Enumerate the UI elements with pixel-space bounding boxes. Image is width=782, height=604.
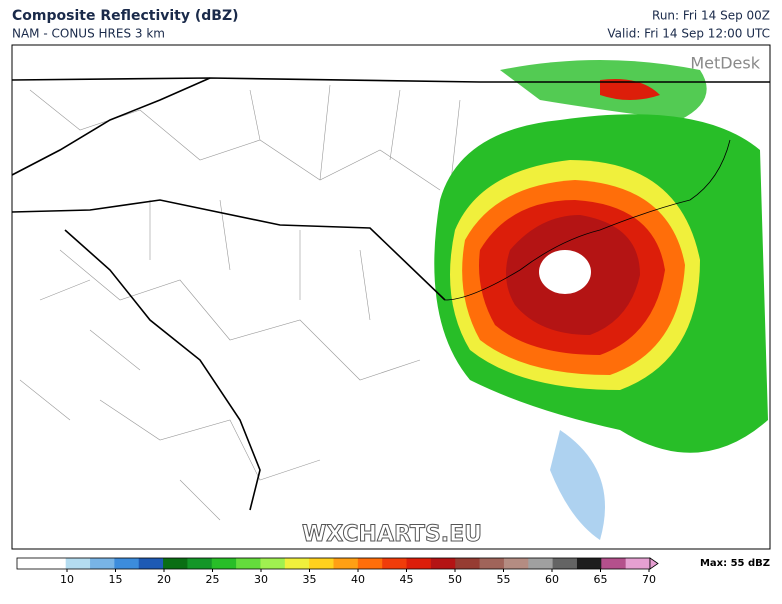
colorbar-arrow xyxy=(649,557,659,570)
colorbar-segment xyxy=(138,558,164,569)
colorbar-tick-label: 40 xyxy=(351,573,365,586)
colorbar-segment xyxy=(552,558,578,569)
colorbar: 10 15 20 25 30 35 40 45 50 55 60 65 70 xyxy=(16,557,659,586)
coastline xyxy=(444,139,731,301)
colorbar-tick-label: 55 xyxy=(497,573,511,586)
colorbar-segment xyxy=(576,558,602,569)
colorbar-tick-label: 70 xyxy=(642,573,656,586)
run-time: Run: Fri 14 Sep 00Z xyxy=(652,9,770,23)
valid-time: Valid: Fri 14 Sep 12:00 UTC xyxy=(607,27,770,41)
storm xyxy=(434,60,768,540)
colorbar-segment xyxy=(333,558,359,569)
colorbar-tick-label: 60 xyxy=(545,573,559,586)
county-lines xyxy=(19,84,461,521)
colorbar-tick-label: 50 xyxy=(448,573,462,586)
colorbar-tick-label: 10 xyxy=(60,573,74,586)
brand-logo: MetDesk xyxy=(690,54,760,73)
colorbar-segment xyxy=(601,558,627,569)
colorbar-segment xyxy=(382,558,408,569)
colorbar-segment xyxy=(455,558,481,569)
colorbar-segment xyxy=(41,558,67,569)
colorbar-segment xyxy=(625,558,651,569)
colorbar-segment xyxy=(479,558,505,569)
colorbar-segment xyxy=(406,558,432,569)
colorbar-segment xyxy=(260,558,286,569)
colorbar-tick-label: 15 xyxy=(109,573,123,586)
colorbar-tick-label: 65 xyxy=(594,573,608,586)
colorbar-segment xyxy=(211,558,237,569)
colorbar-tick-label: 35 xyxy=(303,573,317,586)
colorbar-segment xyxy=(503,558,529,569)
map: MetDesk WXCHARTS.EU xyxy=(11,44,771,550)
colorbar-tick-label: 45 xyxy=(400,573,414,586)
colorbar-segment xyxy=(309,558,334,569)
colorbar-segment xyxy=(528,558,554,569)
subtitle: NAM - CONUS HRES 3 km xyxy=(12,27,165,41)
colorbar-tick-label: 30 xyxy=(254,573,268,586)
colorbar-tick-label: 20 xyxy=(157,573,171,586)
colorbar-segment xyxy=(284,558,310,569)
colorbar-segment xyxy=(430,558,456,569)
colorbar-segment xyxy=(163,558,188,569)
colorbar-segment xyxy=(114,558,140,569)
colorbar-segment xyxy=(90,558,115,569)
colorbar-segment xyxy=(65,558,91,569)
watermark: WXCHARTS.EU xyxy=(302,522,482,547)
max-label: Max: 55 dBZ xyxy=(700,558,770,569)
colorbar-segment xyxy=(357,558,383,569)
colorbar-segment xyxy=(17,558,42,569)
title: Composite Reflectivity (dBZ) xyxy=(12,8,239,24)
state-borders xyxy=(11,77,770,511)
colorbar-segment xyxy=(236,558,261,569)
colorbar-tick-label: 25 xyxy=(206,573,220,586)
colorbar-segment xyxy=(187,558,213,569)
